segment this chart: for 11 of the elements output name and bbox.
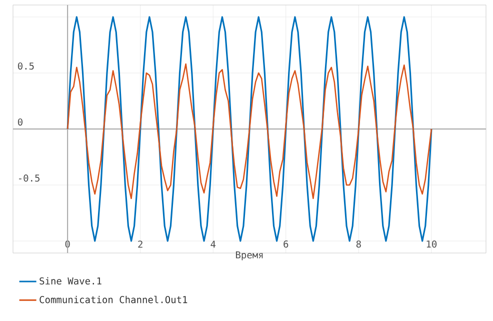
x-tick-label: 10 <box>426 240 437 248</box>
x-tick-label: 2 <box>138 240 142 248</box>
legend-label: Sine Wave.1 <box>40 277 102 285</box>
x-tick-label: 6 <box>284 240 288 248</box>
y-tick-label: 0.5 <box>18 62 34 70</box>
x-tick-label: 4 <box>210 240 216 248</box>
legend-label: Communication Channel.Out1 <box>40 296 188 304</box>
x-tick-label: 8 <box>356 240 361 248</box>
x-axis-title: Время <box>236 251 263 260</box>
y-tick-label: 0 <box>18 118 22 126</box>
y-tick-label: -0.5 <box>19 174 40 182</box>
